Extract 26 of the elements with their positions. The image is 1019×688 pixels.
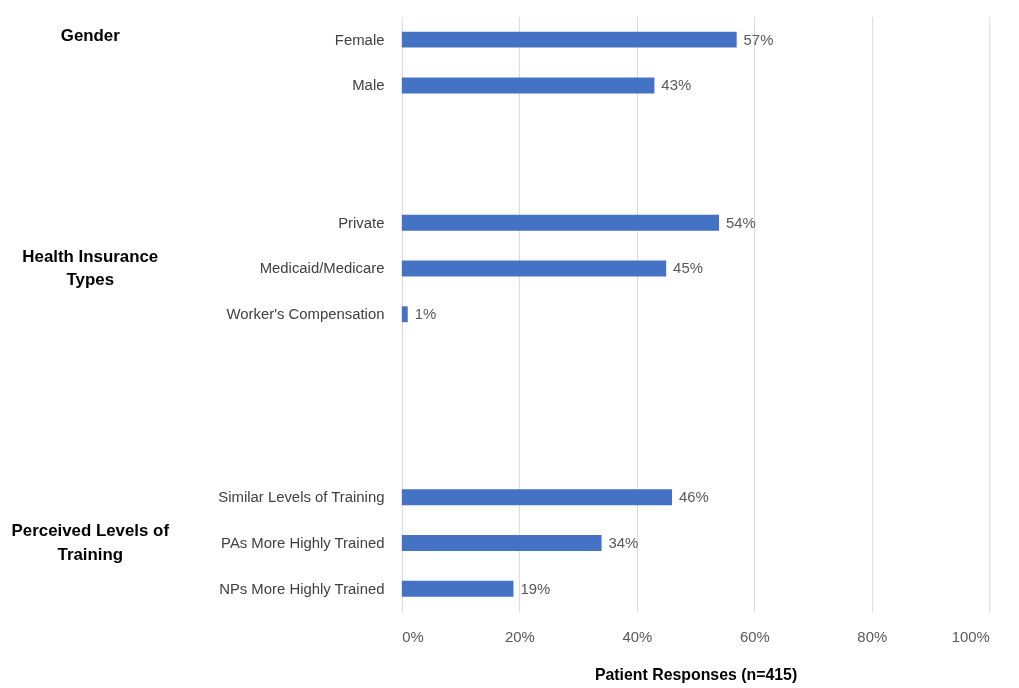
text: Perceived Levels of Training: [11, 521, 170, 564]
data-label: 54%: [725, 214, 756, 231]
x-tick-label: 100%: [951, 629, 990, 646]
data-label: 57%: [743, 31, 774, 48]
y-tick-label: Medicaid/Medicare: [259, 260, 385, 277]
text: Gender: [60, 25, 121, 45]
x-tick-label: 0%: [402, 629, 424, 646]
x-tick-label: 80%: [857, 629, 888, 646]
data-label: 19%: [520, 580, 551, 597]
data-label: 34%: [608, 534, 639, 551]
data-label: 43%: [661, 77, 692, 94]
y-tick-label: Male: [352, 77, 385, 94]
text: Health Insurance Types: [22, 246, 159, 290]
x-tick-label: 20%: [504, 629, 535, 646]
y-tick-label: NPs More Highly Trained: [219, 580, 385, 597]
x-tick-label: 40%: [622, 629, 653, 646]
data-label: 1%: [414, 306, 437, 323]
y-tick-label: Worker's Compensation: [226, 306, 385, 323]
y-tick-label: Female: [334, 31, 385, 48]
y-tick-label: PAs More Highly Trained: [221, 534, 385, 551]
y-tick-label: Similar Levels of Training: [218, 489, 385, 506]
x-tick-label: 60%: [739, 629, 770, 646]
data-label: 46%: [678, 489, 709, 506]
y-tick-label: Private: [338, 214, 385, 231]
data-label: 45%: [673, 260, 703, 277]
x-axis-title: Patient Responses (n=415): [594, 665, 798, 683]
